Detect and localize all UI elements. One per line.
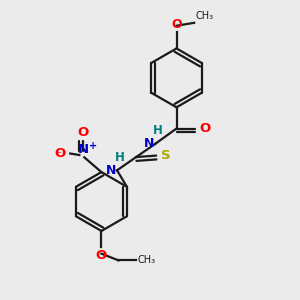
Text: O: O bbox=[199, 122, 210, 135]
Text: +: + bbox=[89, 141, 98, 151]
Text: N: N bbox=[106, 164, 116, 177]
Text: N: N bbox=[77, 143, 88, 156]
Text: N: N bbox=[144, 137, 155, 150]
Text: H: H bbox=[153, 124, 163, 137]
Text: O: O bbox=[54, 147, 65, 160]
Text: H: H bbox=[115, 151, 125, 164]
Text: CH₃: CH₃ bbox=[196, 11, 214, 21]
Text: ⁻: ⁻ bbox=[54, 149, 61, 163]
Text: S: S bbox=[160, 148, 170, 161]
Text: O: O bbox=[96, 249, 107, 262]
Text: O: O bbox=[77, 126, 88, 139]
Text: O: O bbox=[171, 18, 182, 31]
Text: CH₃: CH₃ bbox=[138, 255, 156, 266]
